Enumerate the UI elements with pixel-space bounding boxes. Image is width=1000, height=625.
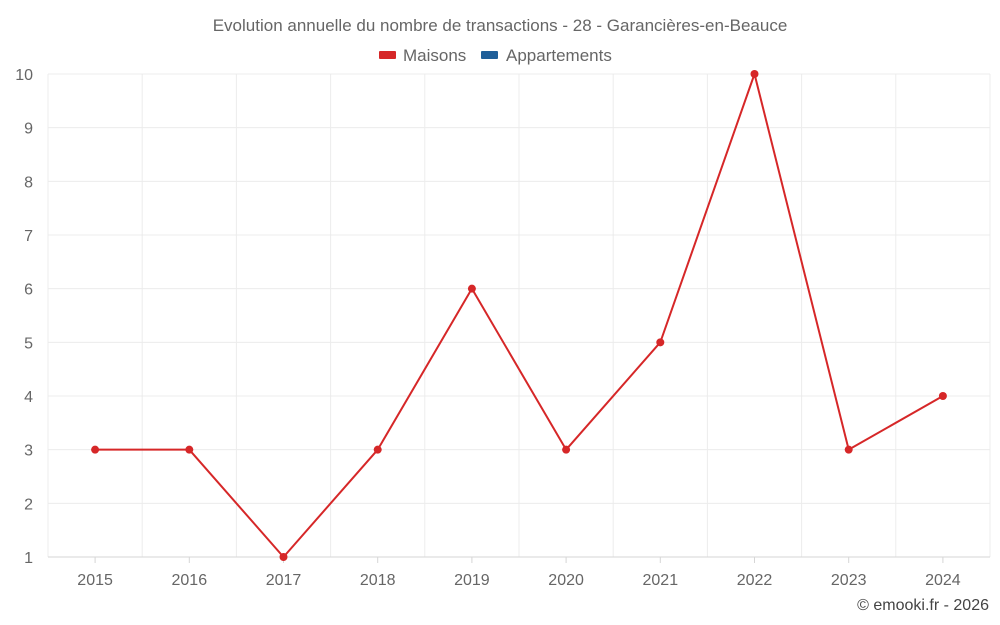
series-layer [91,70,947,561]
data-point-maisons-2021[interactable] [656,338,665,347]
x-tick-label: 2020 [548,572,584,589]
data-point-maisons-2020[interactable] [562,445,571,454]
x-tick-label: 2019 [454,572,490,589]
x-tick-label: 2024 [925,572,961,589]
legend-swatch-appartements [481,51,498,59]
y-tick-label: 5 [24,335,33,352]
x-tick-label: 2015 [77,572,113,589]
data-point-maisons-2023[interactable] [844,445,853,454]
y-tick-label: 1 [24,550,33,567]
y-tick-label: 2 [24,496,33,513]
x-tick-label: 2021 [643,572,679,589]
legend-item-appartements[interactable]: Appartements [481,46,612,65]
y-tick-label: 10 [15,67,33,84]
axes: 1 2 3 4 5 6 7 8 9 10 2015 2016 2017 2018 2019 2020 2021 2… [15,67,990,589]
grid [47,73,991,557]
legend-label-appartements: Appartements [506,46,612,65]
x-tick-label: 2022 [737,572,773,589]
y-tick-label: 6 [24,282,33,299]
x-tick-label: 2023 [831,572,867,589]
data-point-maisons-2017[interactable] [279,553,288,561]
y-tick-label: 7 [24,228,33,245]
x-tick-label: 2016 [172,572,208,589]
data-point-maisons-2019[interactable] [467,284,476,293]
x-tick-label: 2018 [360,572,396,589]
y-tick-label: 4 [24,389,33,406]
series-line-maisons [95,73,944,558]
credit-text: © emooki.fr - 2026 [857,597,989,614]
legend[interactable]: Maisons Appartements [379,46,612,65]
data-point-maisons-2018[interactable] [373,445,382,454]
legend-label-maisons: Maisons [403,46,466,65]
legend-item-maisons[interactable]: Maisons [379,46,466,65]
x-tick-label: 2017 [266,572,302,589]
data-point-maisons-2015[interactable] [91,445,100,454]
data-point-maisons-2016[interactable] [185,445,194,454]
y-tick-label: 3 [24,443,33,460]
data-point-maisons-2022[interactable] [750,70,759,78]
data-point-maisons-2024[interactable] [938,392,947,400]
y-tick-label: 8 [24,174,33,191]
y-tick-label: 9 [24,121,33,138]
chart-title: Evolution annuelle du nombre de transact… [213,16,788,35]
legend-swatch-maisons [379,51,396,59]
